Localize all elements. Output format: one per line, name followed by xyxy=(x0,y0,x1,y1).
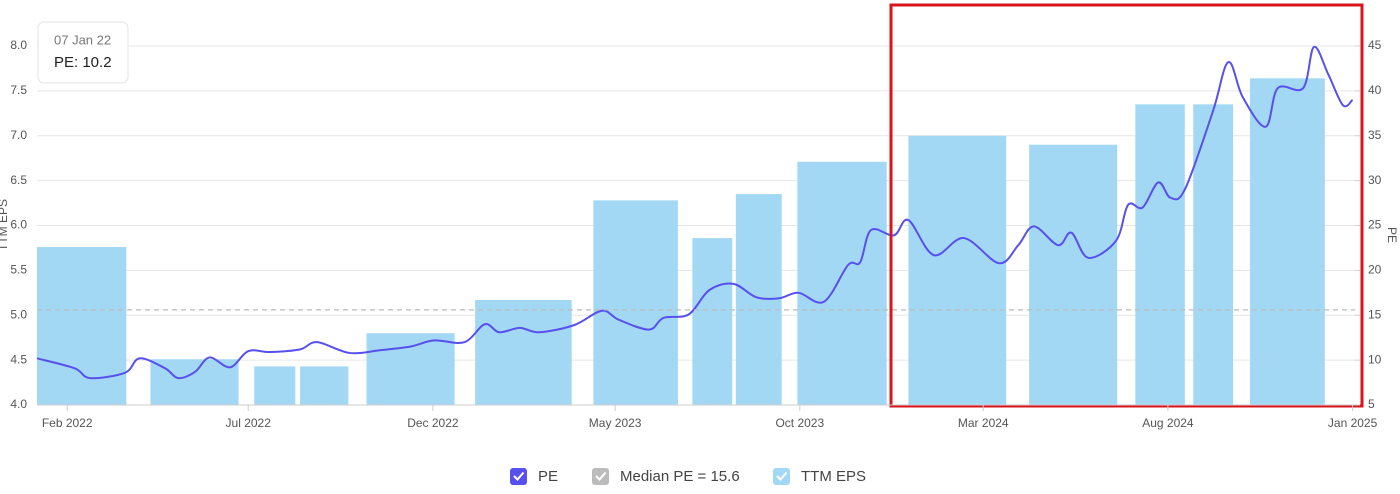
x-tick-label: Dec 2022 xyxy=(407,416,459,430)
x-tick-label: Jul 2022 xyxy=(226,416,272,430)
legend-check[interactable] xyxy=(513,471,525,481)
axes: 4.0 4.5 5.0 5.5 6.0 6.5 7.0 7.5 8.0 5 10 15 20 25 30 35… xyxy=(10,38,1381,430)
y2-tick-label: 20 xyxy=(1368,263,1382,277)
legend-label[interactable]: PE xyxy=(538,468,558,485)
legend-checkbox[interactable] xyxy=(592,468,609,485)
x-tick-label: Jan 2025 xyxy=(1328,416,1378,430)
y-tick-label: 4.0 xyxy=(10,397,27,411)
y-tick-label: 6.0 xyxy=(10,218,27,232)
bar xyxy=(908,135,1007,405)
y-tick-label: 8.0 xyxy=(10,38,27,52)
y-tick-label: 4.5 xyxy=(10,352,27,366)
y2-tick-label: 30 xyxy=(1368,173,1382,187)
legend-check[interactable] xyxy=(776,471,788,481)
tooltip: 07 Jan 22 PE: 10.2 xyxy=(37,21,129,84)
bar xyxy=(1135,104,1185,406)
bar xyxy=(366,333,455,405)
bar xyxy=(692,238,733,405)
highlight-box xyxy=(889,3,1364,408)
x-tick-label: Aug 2024 xyxy=(1142,416,1194,430)
pe-line xyxy=(36,45,1354,380)
y-tick-label: 7.0 xyxy=(10,128,27,142)
y2-tick-label: 45 xyxy=(1368,38,1382,52)
y-axis-label: TTM EPS xyxy=(0,199,10,251)
bars xyxy=(37,78,1325,406)
legend-checkbox[interactable] xyxy=(773,468,790,485)
legend-check[interactable] xyxy=(595,471,607,481)
y2-tick-label: 15 xyxy=(1368,307,1382,321)
legend-item[interactable]: PE xyxy=(510,468,558,485)
y2-tick-label: 25 xyxy=(1368,218,1382,232)
tooltip-box xyxy=(37,21,129,84)
bar xyxy=(150,359,239,405)
legend-checkbox[interactable] xyxy=(510,468,527,485)
bar xyxy=(1029,144,1118,405)
x-tick-label: May 2023 xyxy=(589,416,642,430)
x-tick-label: Mar 2024 xyxy=(958,416,1009,430)
y2-tick-label: 40 xyxy=(1368,83,1382,97)
y2-tick-label: 35 xyxy=(1368,128,1382,142)
grid xyxy=(37,45,1355,406)
tooltip-value: PE: 10.2 xyxy=(54,54,112,71)
y-tick-label: 7.5 xyxy=(10,83,27,97)
y-tick-label: 5.5 xyxy=(10,263,27,277)
y-tick-label: 5.0 xyxy=(10,307,27,321)
x-tick-label: Feb 2022 xyxy=(42,416,93,430)
y2-tick-label: 5 xyxy=(1368,397,1375,411)
x-tick-label: Oct 2023 xyxy=(775,416,824,430)
bar xyxy=(1249,78,1325,405)
y-tick-label: 6.5 xyxy=(10,173,27,187)
bar xyxy=(475,299,572,405)
bar xyxy=(37,247,127,405)
legend: PE Median PE = 15.6 TTM EPS xyxy=(510,468,866,485)
legend-label[interactable]: TTM EPS xyxy=(801,468,866,485)
legend-item[interactable]: Median PE = 15.6 xyxy=(592,468,740,485)
y2-tick-label: 10 xyxy=(1368,352,1382,366)
bar xyxy=(1193,104,1234,406)
lines xyxy=(36,45,1355,380)
y2-axis-label: PE xyxy=(1385,227,1399,243)
bar xyxy=(797,161,887,405)
bar xyxy=(300,366,349,405)
legend-label[interactable]: Median PE = 15.6 xyxy=(620,468,740,485)
bar xyxy=(593,200,678,405)
legend-item[interactable]: TTM EPS xyxy=(773,468,866,485)
tooltip-date: 07 Jan 22 xyxy=(54,32,111,47)
bar xyxy=(254,366,296,405)
